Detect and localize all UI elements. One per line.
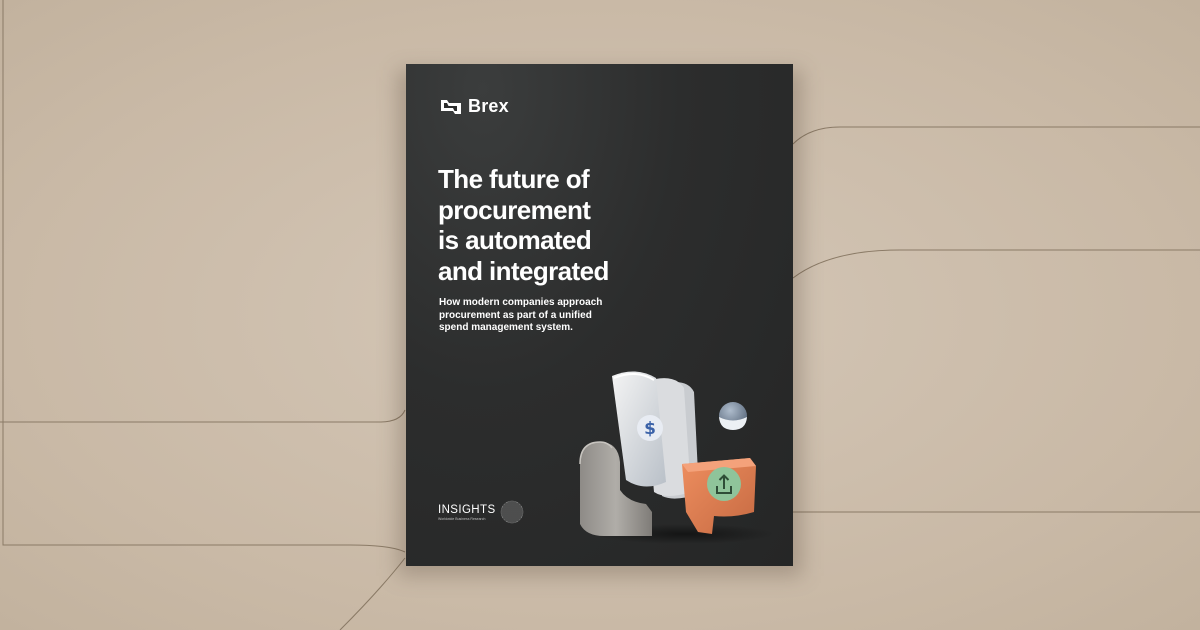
subtitle-line: How modern companies approach bbox=[439, 297, 603, 308]
brex-logo-icon bbox=[441, 99, 461, 114]
svg-text:$: $ bbox=[644, 419, 656, 439]
title-line: The future of bbox=[438, 164, 590, 194]
title-line: is automated bbox=[438, 225, 592, 255]
cover-subtitle: How modern companies approach procuremen… bbox=[439, 297, 639, 335]
dollar-sign-icon: $ bbox=[637, 415, 663, 441]
arch-shape bbox=[579, 441, 652, 536]
title-line: procurement bbox=[438, 194, 591, 225]
publisher-tagline: Worldwide Business Research bbox=[438, 516, 486, 521]
upload-icon bbox=[707, 467, 741, 501]
subtitle-line: spend management system. bbox=[439, 322, 573, 333]
brand-logo: Brex bbox=[440, 96, 509, 117]
cover-title: The future of procurement is automated a… bbox=[438, 164, 698, 286]
subtitle-line: procurement as part of a unified bbox=[439, 309, 592, 321]
brand-name: Brex bbox=[468, 96, 509, 116]
publisher-logo: INSIGHTS Worldwide Business Research bbox=[438, 500, 524, 524]
title-line: and integrated bbox=[438, 255, 609, 286]
globe-icon bbox=[500, 500, 523, 524]
report-cover: Brex The future of procurement is automa… bbox=[406, 64, 793, 566]
illustration: $ bbox=[579, 371, 774, 544]
publisher-name: INSIGHTS bbox=[438, 503, 496, 516]
sphere bbox=[719, 402, 747, 430]
